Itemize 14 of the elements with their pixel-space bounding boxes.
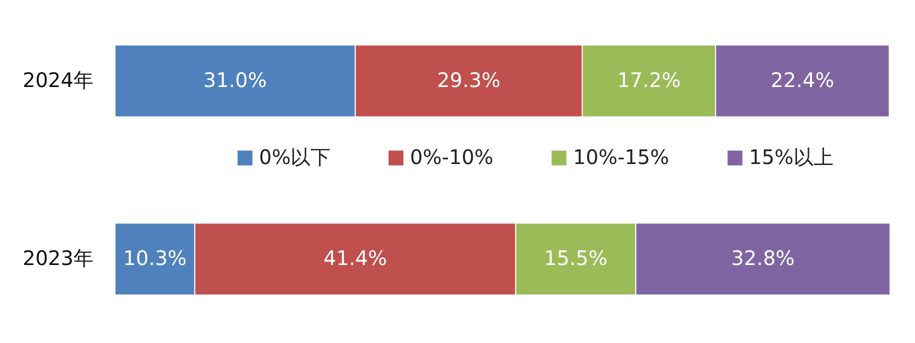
y-tick-label: 2024年 xyxy=(22,68,94,92)
data-label: 10.3% xyxy=(123,246,187,270)
data-label: 17.2% xyxy=(617,68,681,92)
legend-label: 0%以下 xyxy=(259,145,331,169)
data-label: 41.4% xyxy=(323,246,388,270)
legend-label: 0%-10% xyxy=(410,145,494,169)
data-label: 32.8% xyxy=(731,246,795,270)
data-label: 22.4% xyxy=(770,68,834,92)
legend-label: 10%-15% xyxy=(573,145,670,169)
legend-label: 15%以上 xyxy=(749,145,834,169)
data-label: 31.0% xyxy=(203,68,267,92)
y-tick-label: 2023年 xyxy=(22,246,94,270)
data-label: 15.5% xyxy=(544,246,608,270)
data-label: 29.3% xyxy=(437,68,501,92)
